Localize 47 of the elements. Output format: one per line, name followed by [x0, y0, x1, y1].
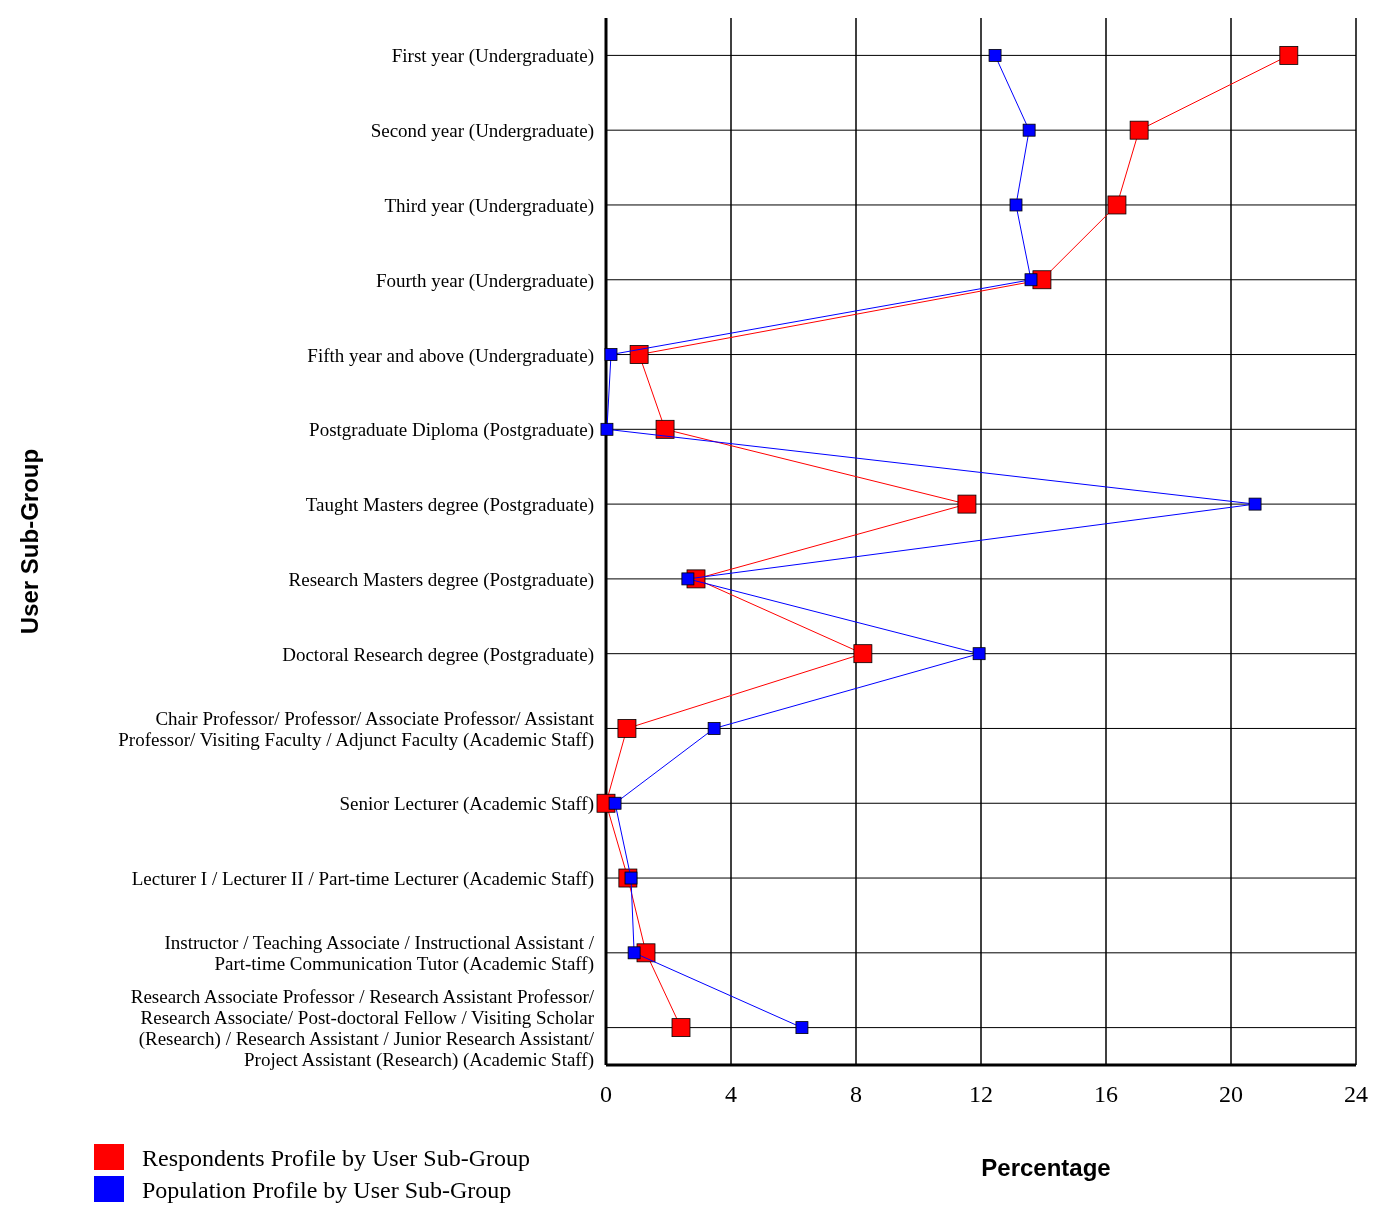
point: [608, 796, 622, 810]
y-tick-label: Postgraduate Diploma (Postgraduate): [309, 418, 594, 441]
point: [600, 422, 614, 436]
x-tick-label: 4: [725, 1081, 737, 1107]
y-tick-label: Fifth year and above (Undergraduate): [307, 344, 594, 367]
point: [629, 345, 649, 364]
point: [627, 946, 641, 960]
point: [853, 644, 873, 664]
x-tick-label: 20: [1219, 1081, 1243, 1107]
y-tick-label: Taught Masters degree (Postgraduate): [305, 493, 594, 516]
point: [1107, 195, 1127, 215]
y-axis-title: User Sub-Group: [16, 448, 43, 635]
point: [1009, 198, 1023, 212]
y-tick-label: Research Associate Professor / Research Assistant Professor/ Research Associate/ Post-doctoral Fellow / Visiting Scholar (Research) / Research Assistant / Junior Research Assistant/ Project Assistant (Research) (Academic Staff): [130, 985, 595, 1071]
point: [671, 1018, 691, 1038]
x-tick-label: 16: [1094, 1081, 1118, 1107]
y-tick-label: Third year (Undergraduate): [384, 194, 594, 217]
y-tick-label: Doctoral Research degree (Postgraduate): [282, 643, 594, 666]
point: [1248, 497, 1262, 511]
y-tick-label: Senior Lecturer (Academic Staff): [339, 792, 594, 815]
x-tick-label: 12: [969, 1081, 993, 1107]
point: [1279, 45, 1299, 65]
point: [795, 1021, 809, 1035]
y-tick-label: First year (Undergraduate): [391, 44, 594, 67]
y-tick-label: Fourth year (Undergraduate): [375, 269, 594, 292]
point: [655, 419, 675, 439]
y-tick-label: Second year (Undergraduate): [370, 119, 594, 142]
y-tick-label: Chair Professor/ Professor/ Associate Professor/ Assistant Professor/ Visiting Faculty / Adjunct Faculty (Academic Staff): [118, 707, 595, 751]
point: [604, 348, 618, 361]
point: [707, 722, 721, 735]
legend-label: Population Profile by User Sub-Group: [142, 1177, 512, 1203]
x-tick-label: 8: [850, 1081, 862, 1107]
point: [957, 494, 977, 514]
point: [1129, 120, 1149, 140]
y-tick-label: Research Masters degree (Postgraduate): [288, 568, 594, 591]
legend-label: Respondents Profile by User Sub-Group: [142, 1145, 530, 1171]
point: [617, 719, 637, 738]
x-axis-title: Percentage: [981, 1154, 1111, 1181]
x-tick-label: 0: [600, 1081, 612, 1107]
point: [1022, 123, 1036, 137]
y-tick-label: Instructor / Teaching Associate / Instructional Assistant / Part-time Communication Tutor (Academic Staff): [164, 931, 595, 975]
point: [988, 48, 1002, 62]
x-tick-label: 24: [1344, 1081, 1368, 1107]
point: [681, 572, 695, 586]
point: [972, 647, 986, 661]
point: [1024, 273, 1038, 287]
y-tick-label: Lecturer I / Lecturer II / Part-time Lecturer (Academic Staff): [131, 867, 594, 890]
